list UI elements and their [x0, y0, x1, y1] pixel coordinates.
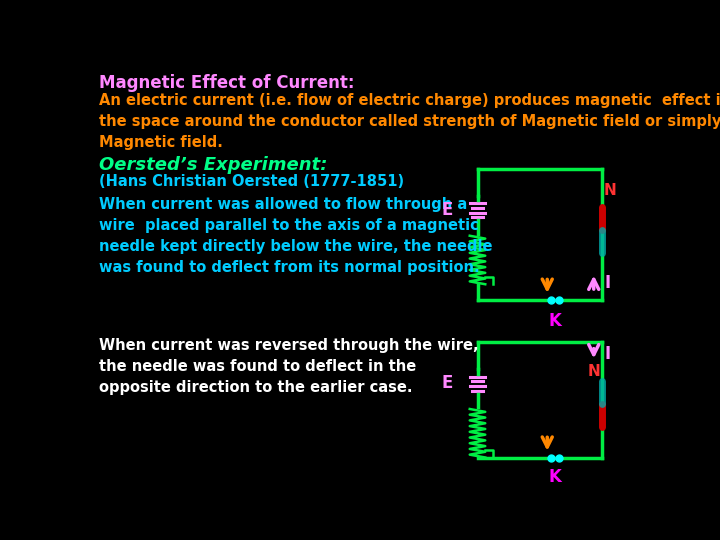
Text: K: K	[549, 312, 562, 330]
Text: I: I	[605, 345, 611, 362]
Text: N: N	[604, 183, 616, 198]
Text: I: I	[605, 274, 611, 292]
Text: E: E	[441, 374, 453, 392]
Text: Magnetic Effect of Current:: Magnetic Effect of Current:	[99, 74, 355, 92]
Text: (Hans Christian Oersted (1777-1851): (Hans Christian Oersted (1777-1851)	[99, 174, 405, 189]
Text: When current was allowed to flow through a
wire  placed parallel to the axis of : When current was allowed to flow through…	[99, 197, 492, 275]
Text: An electric current (i.e. flow of electric charge) produces magnetic  effect in
: An electric current (i.e. flow of electr…	[99, 92, 720, 150]
Text: N: N	[588, 363, 600, 379]
Text: K: K	[549, 468, 562, 487]
Text: When current was reversed through the wire,
the needle was found to deflect in t: When current was reversed through the wi…	[99, 338, 479, 395]
Text: E: E	[441, 200, 453, 219]
Text: Oersted’s Experiment:: Oersted’s Experiment:	[99, 156, 328, 174]
